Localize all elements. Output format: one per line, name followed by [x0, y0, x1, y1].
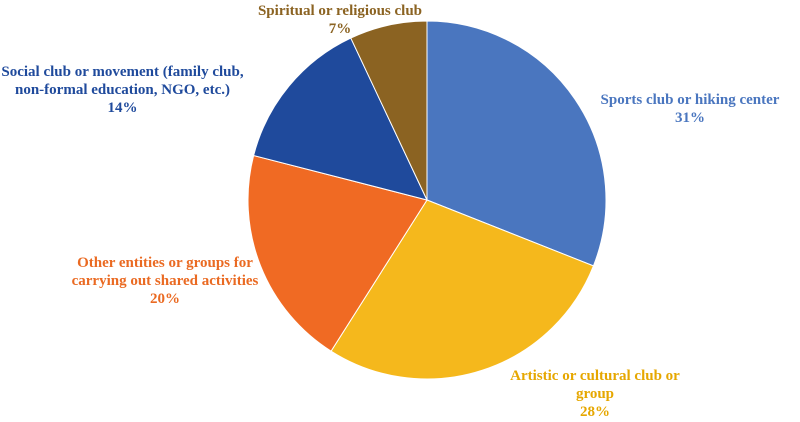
pie-slice: [350, 20, 428, 201]
slice-label: Artistic or cultural club or group 28%: [490, 367, 700, 421]
category-label: Other entities or groups for carrying ou…: [71, 255, 259, 289]
value-label: 14%: [107, 100, 138, 116]
pie-slice: [426, 20, 607, 267]
value-label: 31%: [675, 110, 705, 126]
slice-label: Spiritual or religious club 7%: [215, 2, 465, 38]
slice-label: Social club or movement (family club, no…: [0, 63, 245, 117]
category-label: Artistic or cultural club or group: [510, 368, 680, 402]
category-label: Social club or movement (family club, no…: [1, 64, 244, 98]
slice-label: Sports club or hiking center 31%: [575, 91, 800, 127]
category-label: Spiritual or religious club: [257, 3, 423, 19]
value-label: 28%: [580, 404, 610, 420]
value-label: 7%: [328, 21, 352, 37]
pie-slice: [253, 37, 428, 201]
slice-label: Other entities or groups for carrying ou…: [65, 254, 265, 308]
category-label: Sports club or hiking center: [600, 92, 780, 108]
value-label: 20%: [150, 291, 180, 307]
pie-slice: [330, 199, 595, 380]
pie-slice: [247, 154, 428, 352]
